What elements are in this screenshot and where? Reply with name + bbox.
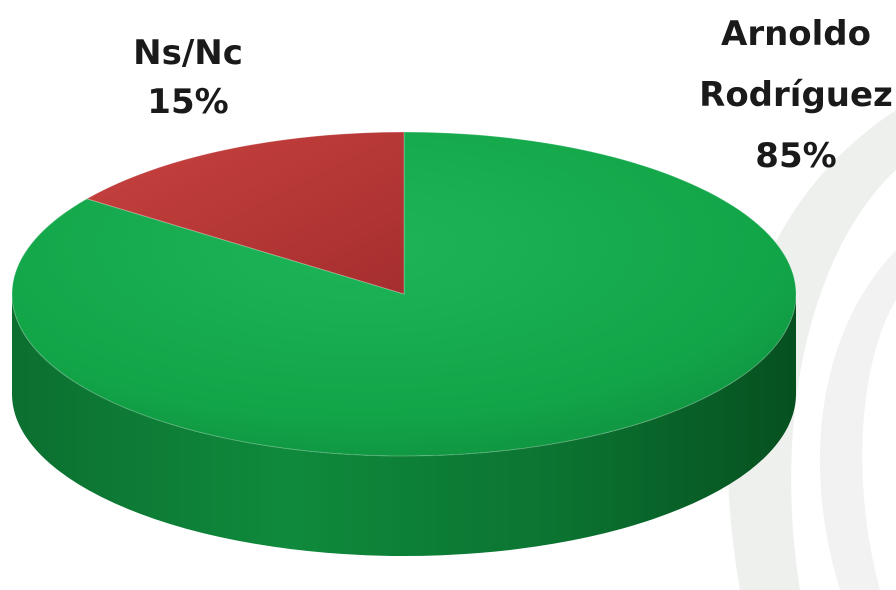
- label-arnoldo-line2: Rodríguez: [699, 75, 893, 115]
- pie-slice-ns-nc: [85, 131, 405, 295]
- label-ns-nc-value: 15%: [147, 82, 228, 122]
- label-arnoldo-line1: Arnoldo: [721, 14, 871, 54]
- label-arnoldo-value: 85%: [755, 136, 836, 176]
- label-ns-nc-name: Ns/Nc: [133, 33, 243, 73]
- pie-side-wall: [12, 294, 796, 556]
- pie-slice-arnoldo-rodriguez: [11, 131, 797, 457]
- background-swoosh: [727, 110, 896, 590]
- pie-group: [11, 131, 797, 556]
